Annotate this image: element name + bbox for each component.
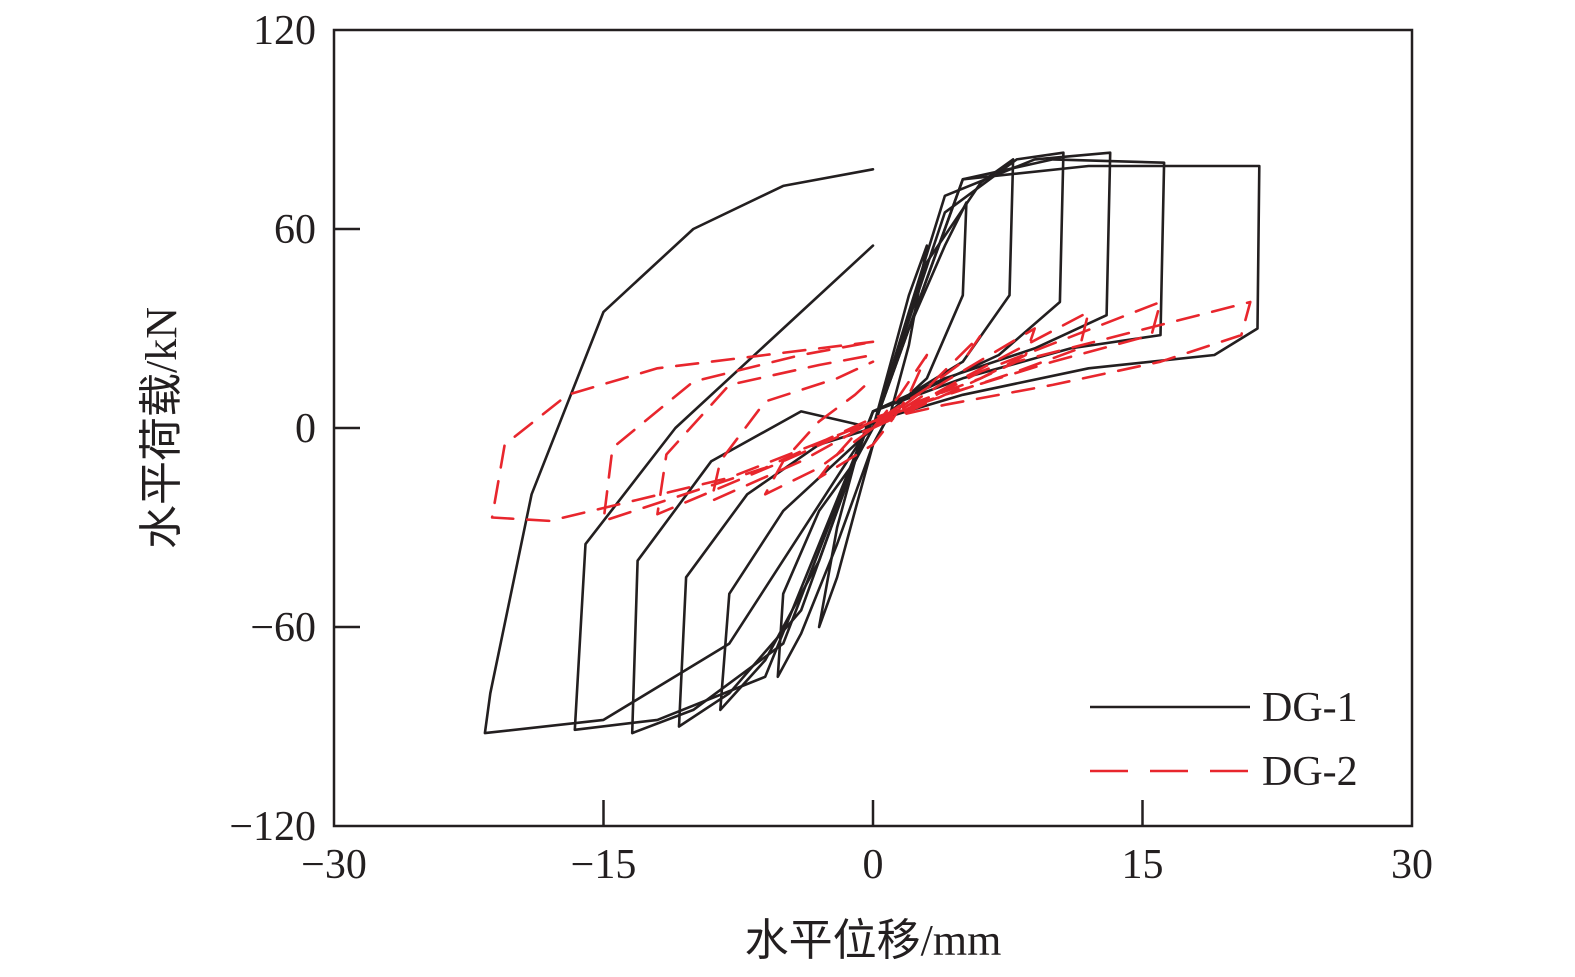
series-1-loop-6 xyxy=(573,158,1166,732)
legend-label-dg2: DG-2 xyxy=(1262,749,1358,795)
y-tick-label: 120 xyxy=(253,8,316,54)
x-tick-label: −30 xyxy=(301,842,367,888)
x-tick-label: 15 xyxy=(1122,842,1164,888)
x-tick-label: −15 xyxy=(571,842,637,888)
series-2-loop-1 xyxy=(817,353,929,480)
y-tick-label: 0 xyxy=(295,406,316,452)
series-1-loop-7 xyxy=(483,164,1261,735)
y-axis-label: 水平荷载/kN xyxy=(137,307,186,549)
legend: DG-1 DG-2 xyxy=(1090,685,1358,795)
series-1-loop-3 xyxy=(718,158,1015,712)
x-tick-label: 0 xyxy=(863,842,884,888)
y-tick-label: −120 xyxy=(229,804,316,850)
x-axis-label: 水平位移/mm xyxy=(745,916,1002,965)
legend-label-dg1: DG-1 xyxy=(1262,685,1358,731)
series-2-loop-3 xyxy=(709,327,1036,503)
y-tick-label: 60 xyxy=(274,207,316,253)
x-tick-label: 30 xyxy=(1391,842,1433,888)
series-1-loop-2 xyxy=(776,201,968,679)
ticks-layer: −30 −15 0 15 30 −120 −60 0 60 120 xyxy=(229,8,1433,888)
series-1-loop-5 xyxy=(630,151,1112,735)
series-layer xyxy=(483,151,1261,735)
y-tick-label: −60 xyxy=(250,605,316,651)
series-2-loop-6 xyxy=(490,300,1252,523)
